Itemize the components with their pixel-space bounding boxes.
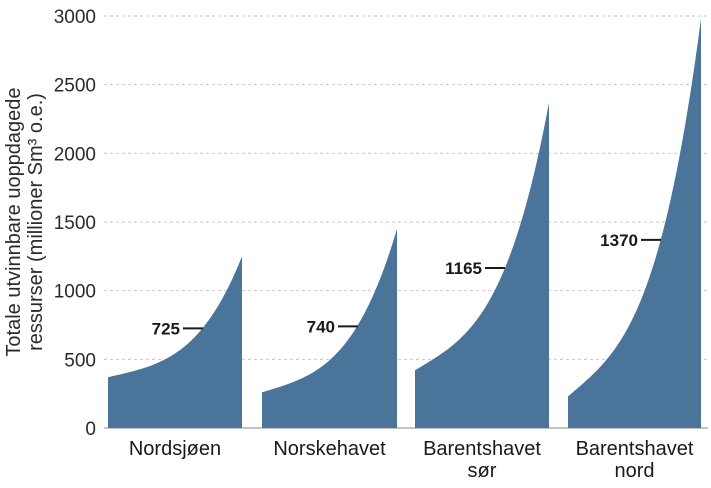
category-label: Barentshavet [576, 438, 694, 460]
distribution-area [415, 102, 549, 428]
expected-value-label: 1165 [445, 259, 482, 278]
y-tick-label: 0 [85, 419, 96, 440]
y-axis-ticks: 0 500 1000 1500 2000 2500 3000 [54, 7, 96, 440]
category-label: Norskehavet [273, 438, 386, 460]
distribution-area [262, 228, 397, 428]
distribution-areas: 725 740 1165 1370 [108, 18, 701, 428]
y-tick-label: 500 [64, 350, 96, 371]
y-tick-label: 1500 [54, 213, 96, 234]
y-tick-label: 1000 [54, 282, 96, 303]
y-tick-label: 3000 [54, 7, 96, 28]
y-axis-title-line: Totale utvinnbare uoppdagede [3, 87, 25, 356]
category-label: sør [468, 460, 497, 482]
category-label: Barentshavet [423, 438, 541, 460]
category-labels: Nordsjøen Norskehavet BarentshavetsørBaren… [129, 438, 694, 482]
category-label: Nordsjøen [129, 438, 221, 460]
expected-value-label: 725 [152, 319, 180, 338]
distribution-area [108, 256, 242, 428]
y-tick-label: 2500 [54, 76, 96, 97]
y-axis-title: Totale utvinnbare uoppdagede ressurser (m… [3, 87, 47, 356]
category-label: nord [614, 460, 654, 482]
expected-value-label: 740 [307, 317, 335, 336]
distribution-area [568, 18, 701, 428]
y-axis-title-line: ressurser (millioner Sm³ o.e.) [25, 93, 47, 351]
y-tick-label: 2000 [54, 144, 96, 165]
expected-value-label: 1370 [600, 231, 638, 250]
